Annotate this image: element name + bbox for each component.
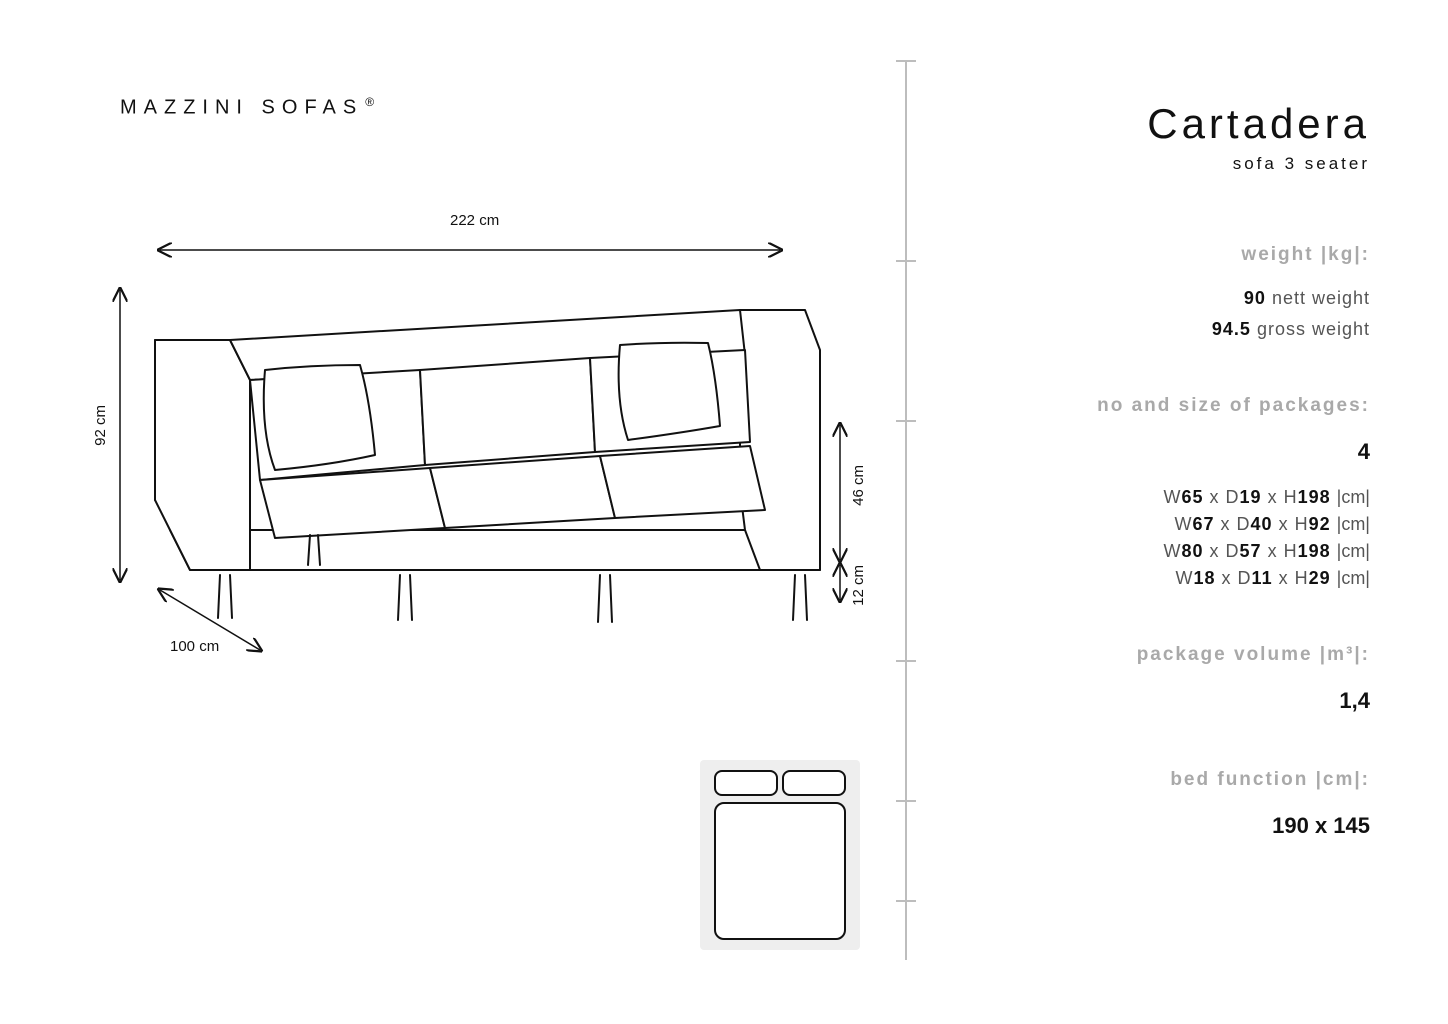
volume-block: package volume |m³|: 1,4 [950,644,1370,714]
bed-value: 190 x 145 [950,813,1370,839]
packages-lines: W65 x D19 x H198 |cm| W67 x D40 x H92 |cm… [950,487,1370,589]
dim-depth: 100 cm [170,638,219,655]
dim-height: 92 cm [92,405,109,446]
spec-panel: Cartadera sofa 3 seater weight |kg|: 90 … [950,100,1370,839]
packages-count: 4 [950,439,1370,465]
package-line: W65 x D19 x H198 |cm| [950,487,1370,508]
weight-nett-label: nett weight [1272,288,1370,308]
divider-tick [896,660,916,662]
brand-mark: ® [365,95,374,109]
bed-pillow [714,770,778,796]
sofa-svg [100,230,880,690]
bed-pillows [714,770,846,796]
divider-line [905,60,907,960]
divider-tick [896,800,916,802]
bed-mattress [714,802,846,940]
brand: MAZZINI SOFAS® [120,95,374,120]
divider-tick [896,900,916,902]
dim-leg-height: 12 cm [850,565,867,606]
volume-value: 1,4 [950,688,1370,714]
packages-block: no and size of packages: 4 W65 x D19 x H… [950,395,1370,589]
package-line: W67 x D40 x H92 |cm| [950,514,1370,535]
weight-nett-value: 90 [1244,288,1266,308]
package-line: W18 x D11 x H29 |cm| [950,568,1370,589]
weight-heading: weight |kg|: [950,244,1370,266]
bed-heading: bed function |cm|: [950,769,1370,791]
weight-nett: 90 nett weight [950,288,1370,309]
divider-tick [896,60,916,62]
weight-gross: 94.5 gross weight [950,319,1370,340]
package-line: W80 x D57 x H198 |cm| [950,541,1370,562]
weight-gross-label: gross weight [1257,319,1370,339]
sofa-diagram: 222 cm 92 cm 100 cm 46 cm 12 cm [100,230,850,730]
bed-pillow [782,770,846,796]
divider-tick [896,420,916,422]
dim-width: 222 cm [450,212,499,229]
product-subtitle: sofa 3 seater [950,154,1370,174]
divider-tick [896,260,916,262]
dim-seat-height: 46 cm [850,465,867,506]
packages-heading: no and size of packages: [950,395,1370,417]
volume-heading: package volume |m³|: [950,644,1370,666]
product-name: Cartadera [950,100,1370,148]
brand-text: MAZZINI SOFAS [120,97,363,119]
weight-gross-value: 94.5 [1212,319,1251,339]
bed-icon [700,760,860,950]
bed-block: bed function |cm|: 190 x 145 [950,769,1370,839]
weight-block: weight |kg|: 90 nett weight 94.5 gross w… [950,244,1370,340]
